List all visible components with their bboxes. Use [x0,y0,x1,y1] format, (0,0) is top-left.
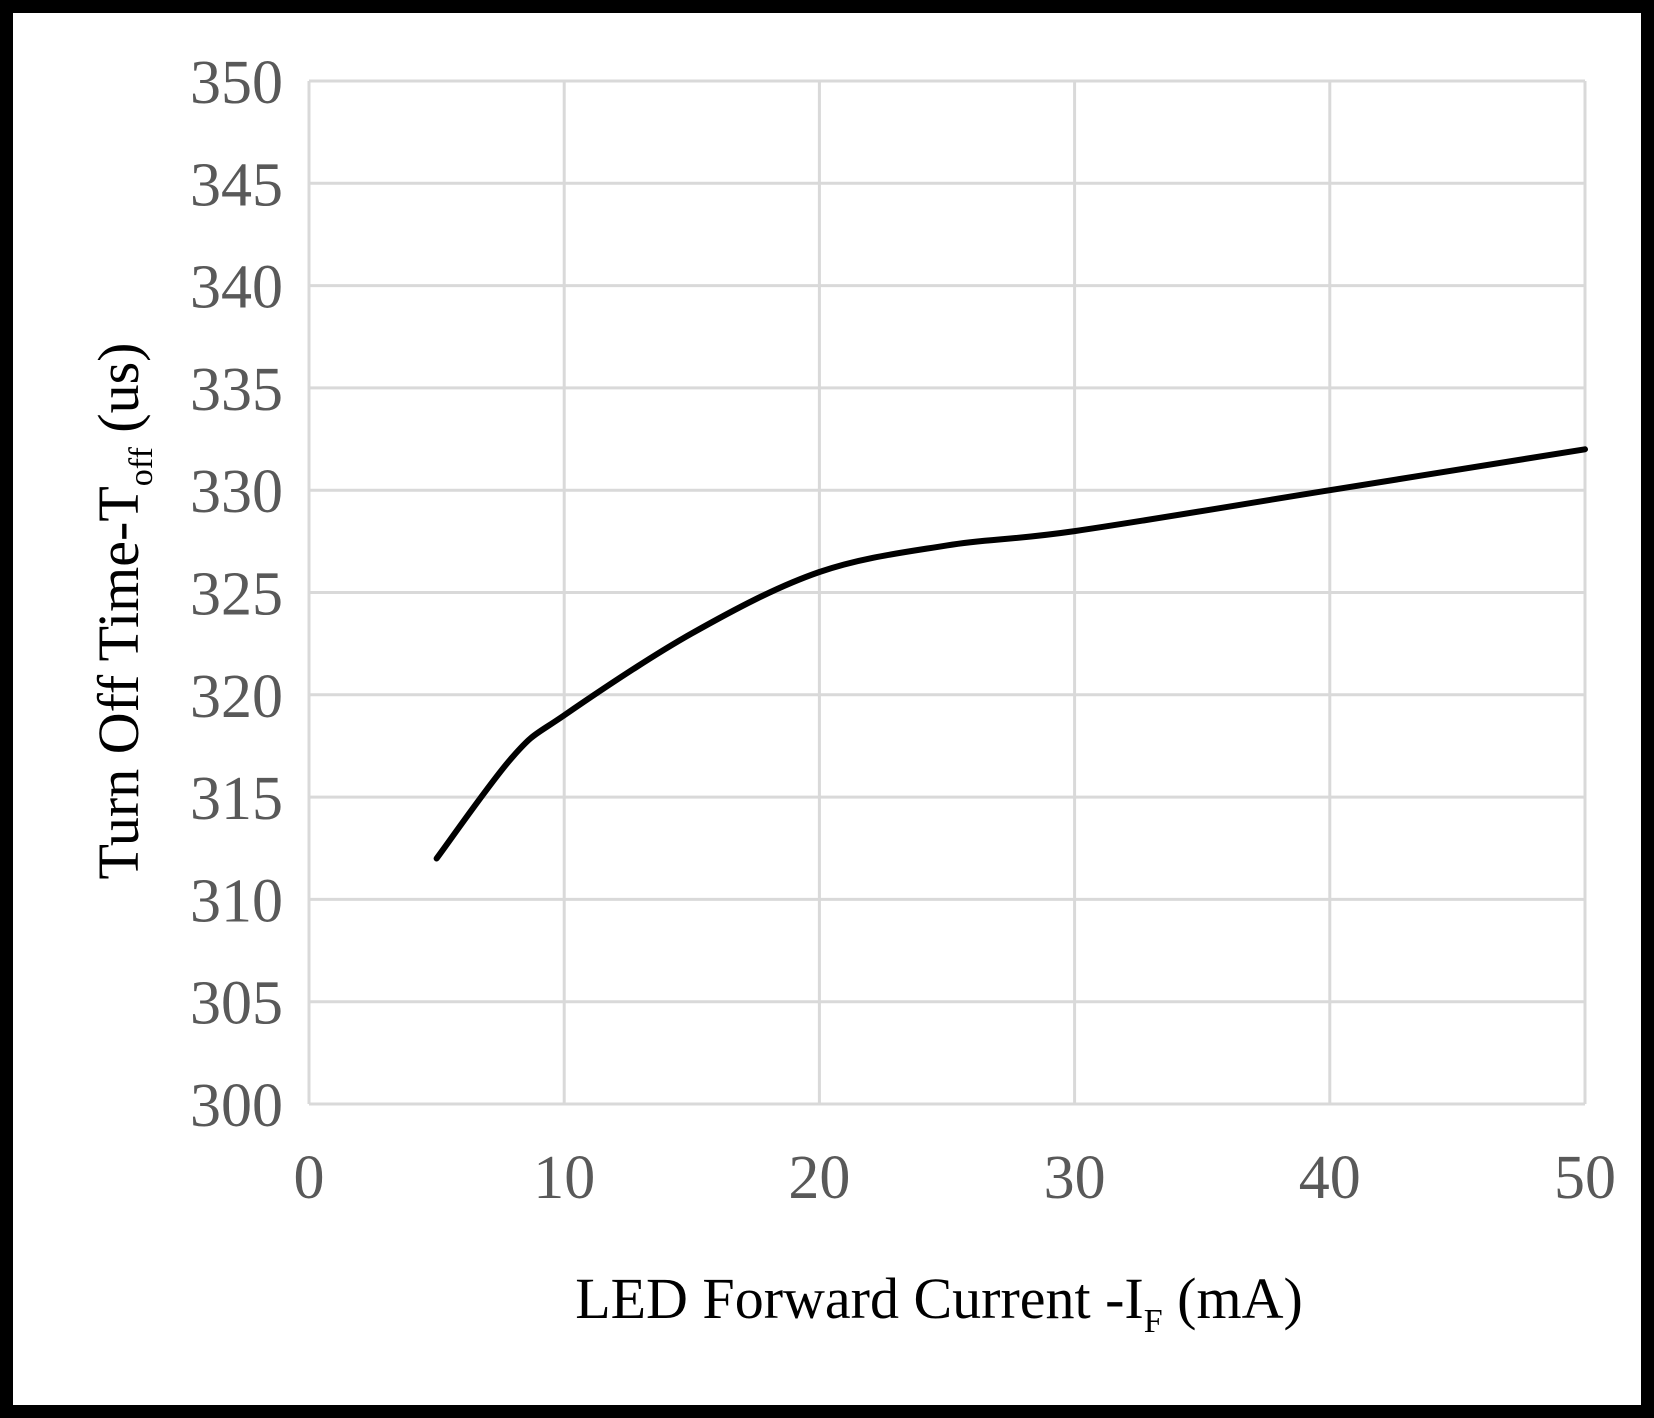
x-axis-ticks: 0 10 20 30 40 50 [294,1144,1617,1212]
y-axis-title-main: Turn Off Time-T [86,486,151,879]
x-tick-label-50: 50 [1554,1144,1616,1212]
y-tick-label-315: 315 [190,765,283,833]
y-tick-label-310: 310 [190,867,283,935]
series-layer [433,446,1588,862]
y-axis-ticks: 300 305 310 315 320 325 330 335 340 345 350 [190,49,283,1140]
y-tick-label-335: 335 [190,356,283,424]
y-axis-title: Turn Off Time-Toff (us) [86,343,160,880]
y-tick-label-345: 345 [190,151,283,219]
y-axis-title-unit: (us) [86,343,151,433]
chart-frame: 300 305 310 315 320 325 330 335 340 345 350 0 10 20 3… [13,13,1641,1405]
x-tick-label-0: 0 [294,1144,325,1212]
x-tick-label-40: 40 [1299,1144,1361,1212]
y-tick-label-305: 305 [190,970,283,1038]
x-axis-title: LED Forward Current -IF (mA) [575,1266,1303,1340]
y-tick-label-325: 325 [190,561,283,629]
y-axis-title-spacer [86,433,151,448]
y-tick-label-300: 300 [190,1072,283,1140]
y-axis-title-subscript: off [123,447,160,487]
x-axis-title-main: LED Forward Current -I [575,1266,1144,1331]
series-line-toff [433,446,1588,862]
y-tick-label-320: 320 [190,663,283,731]
x-tick-label-10: 10 [533,1144,595,1212]
x-axis-title-unit: (mA) [1177,1266,1303,1331]
x-tick-label-30: 30 [1044,1144,1106,1212]
y-tick-label-340: 340 [190,254,283,322]
y-tick-label-350: 350 [190,49,283,117]
y-tick-label-330: 330 [190,458,283,526]
line-chart: 300 305 310 315 320 325 330 335 340 345 350 0 10 20 3… [86,49,1617,1340]
x-axis-title-subscript: F [1144,1303,1163,1340]
grid-lines [307,79,1587,1106]
x-axis-title-spacer [1163,1266,1178,1331]
x-tick-label-20: 20 [788,1144,850,1212]
